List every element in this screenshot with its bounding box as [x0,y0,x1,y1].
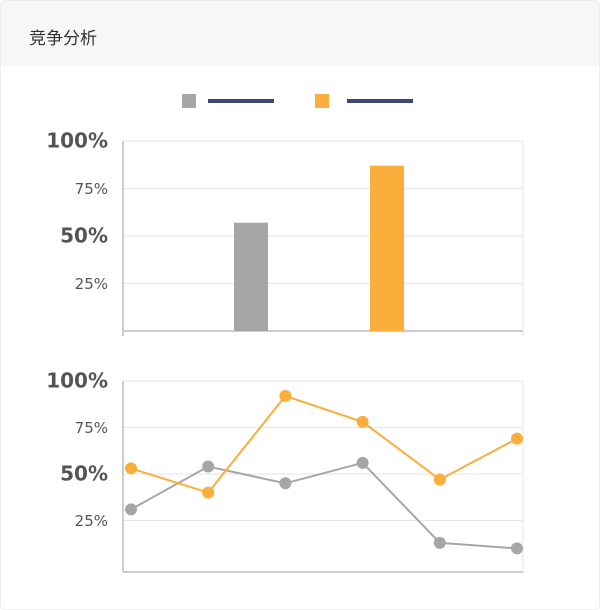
legend-label [347,99,413,103]
point [125,462,137,475]
y-tick-label: 25% [75,512,108,530]
point [511,542,523,555]
legend-label [208,99,274,103]
card-title: 竞争分析 [1,1,599,66]
bar [370,165,404,331]
point [279,389,292,402]
line [130,461,518,550]
point [433,536,446,549]
point [356,415,369,428]
y-tick-label: 100% [46,129,108,153]
bar [234,222,268,331]
point [279,477,292,490]
point [511,432,523,445]
point [356,456,369,469]
y-tick-label: 100% [46,369,108,393]
point [202,460,215,473]
line [130,394,518,494]
y-tick-label: 75% [75,419,108,437]
point [433,473,446,486]
y-tick-label: 75% [75,180,108,198]
point [125,503,137,516]
y-tick-label: 50% [60,462,108,486]
legend-swatch [182,94,196,108]
y-tick-label: 50% [60,224,108,248]
y-tick-label: 25% [75,275,108,293]
legend-swatch [315,94,329,108]
point [202,486,215,499]
